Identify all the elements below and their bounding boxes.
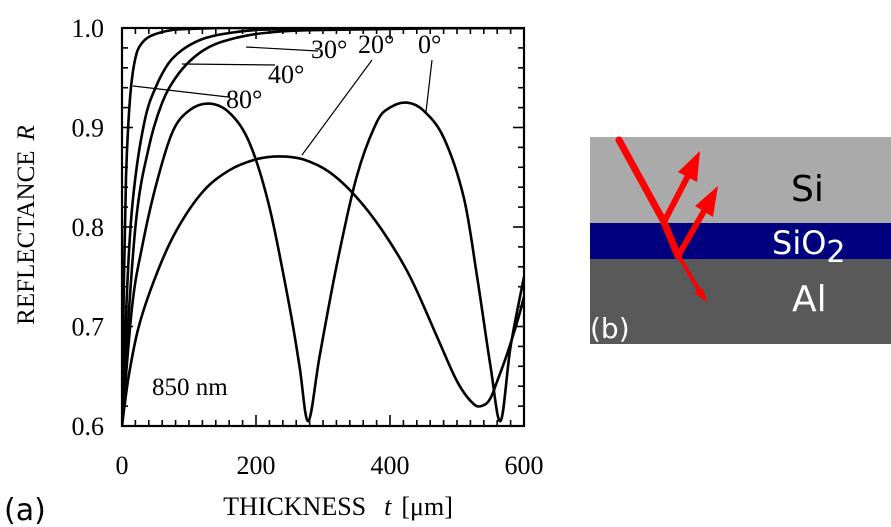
- sio2-label-main: SiO: [772, 224, 826, 262]
- x-tick-label: 200: [237, 451, 276, 480]
- sio2-layer: [590, 223, 891, 259]
- panel-b-label: (b): [590, 312, 630, 345]
- reflected-ray-2-arrowhead: [695, 186, 718, 217]
- series-line-0deg: [122, 101, 524, 426]
- reflected-ray-2: [675, 203, 710, 259]
- curve-label-80deg: 80°: [226, 85, 262, 114]
- series-line-40deg: [122, 28, 524, 417]
- transmitted-dotted-ray-arrowhead: [694, 288, 707, 302]
- reflected-ray-1: [661, 169, 693, 225]
- tick-labels: 0 200 400 600 0.6 0.7 0.8 0.9 1.0: [72, 14, 544, 480]
- chart-panel-a: 0° 20° 30°40°80° 0 200 400 600 0.6 0.7 0.8 0.9 1.0…: [4, 14, 544, 527]
- x-tick-label: 0: [116, 451, 129, 480]
- transmitted-dotted-ray: [678, 256, 702, 294]
- series-line-80deg: [122, 28, 524, 417]
- curve-label-20deg: 20°: [358, 30, 394, 59]
- si-label: Si: [791, 169, 824, 210]
- series-lines: [122, 28, 524, 426]
- leader-line-80deg: [132, 85, 229, 98]
- y-tick-label: 1.0: [72, 14, 105, 43]
- leader-line-0deg: [425, 59, 433, 113]
- transmitted-ray: [660, 218, 682, 260]
- x-tick-label: 600: [505, 451, 544, 480]
- al-label: Al: [792, 279, 827, 320]
- wavelength-annotation: 850 nm: [152, 374, 228, 401]
- al-layer: [590, 259, 891, 344]
- y-tick-label: 0.6: [72, 412, 105, 441]
- curve-labels: 0° 20° 30°40°80°: [226, 30, 441, 114]
- y-tick-label: 0.7: [72, 313, 105, 342]
- leader-line-40deg: [181, 63, 276, 66]
- y-axis-label-text: REFLECTANCE: [13, 150, 40, 324]
- curve-label-30deg: 30°: [311, 35, 347, 64]
- reflected-ray-1-arrowhead: [678, 151, 700, 182]
- y-tick-label: 0.8: [72, 213, 105, 242]
- x-axis-label: THICKNESS t [μm]: [223, 492, 453, 521]
- y-tick-label: 0.9: [72, 114, 105, 143]
- x-tick-label: 400: [371, 451, 410, 480]
- curve-label-leader-lines: [132, 46, 433, 156]
- leader-line-20deg: [301, 59, 373, 156]
- x-axis-label-var: t: [384, 492, 392, 521]
- light-path-arrows: [615, 136, 718, 302]
- axis-ticks: [121, 27, 525, 427]
- y-axis-label-var: R: [13, 125, 40, 141]
- layer-diagram-panel-b: Si SiO2 Al (b): [590, 136, 891, 345]
- si-layer: [590, 137, 891, 223]
- plot-frame: [120, 26, 526, 428]
- curve-label-40deg: 40°: [268, 60, 304, 89]
- y-axis-label: REFLECTANCE R: [13, 125, 40, 325]
- series-line-20deg: [122, 155, 524, 426]
- curve-label-0deg: 0°: [418, 30, 441, 59]
- incident-ray: [615, 136, 668, 226]
- sio2-label: SiO2: [772, 224, 845, 270]
- sio2-label-subscript: 2: [826, 235, 845, 270]
- x-axis-label-unit: [μm]: [401, 492, 452, 521]
- panel-a-label: (a): [4, 493, 46, 527]
- x-axis-label-text: THICKNESS: [223, 492, 366, 521]
- leader-line-30deg: [245, 46, 319, 52]
